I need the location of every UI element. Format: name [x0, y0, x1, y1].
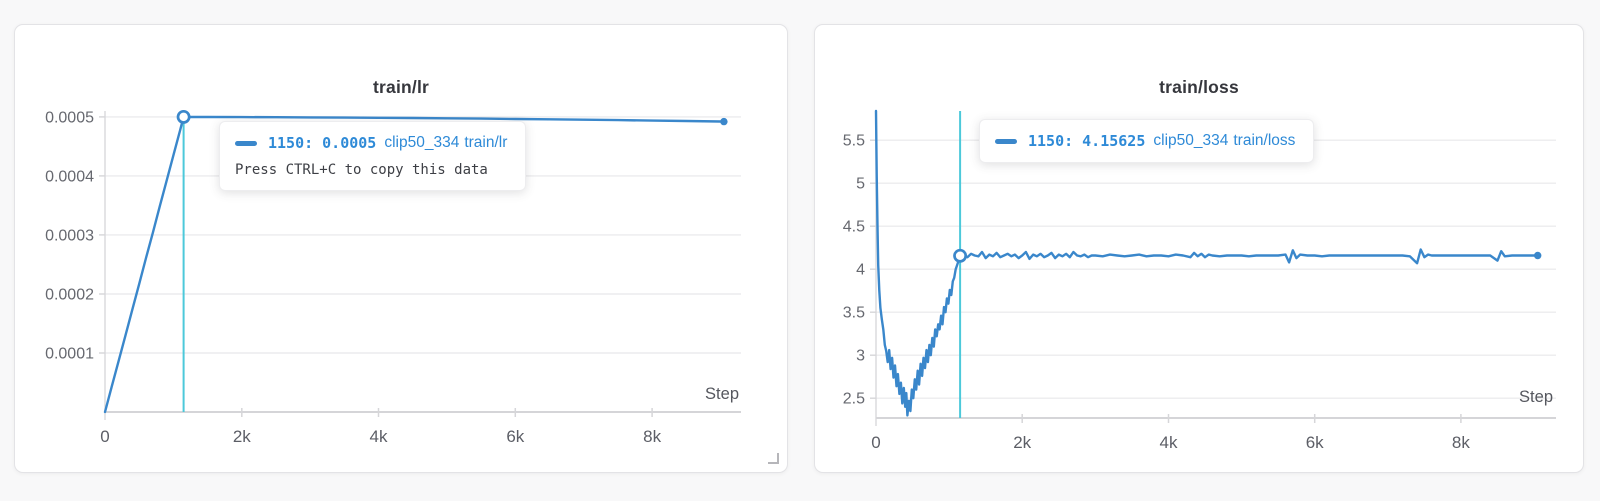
- tooltip-run-name: clip50_334: [384, 134, 460, 151]
- tooltip-value: 4.15625: [1082, 132, 1146, 150]
- tooltip-step: 1150:: [268, 134, 314, 152]
- chart-panel-train-loss: train/loss 2.5 3 3.5 4 4.5 5 5.5 0 2k 4k 6k 8k Step…: [814, 24, 1584, 473]
- svg-text:6k: 6k: [1306, 433, 1324, 452]
- loss-hover-tooltip: 1150: 4.15625 clip50_334 train/loss: [979, 119, 1315, 163]
- svg-text:8k: 8k: [1452, 433, 1470, 452]
- svg-text:4: 4: [856, 262, 865, 279]
- tooltip-step: 1150:: [1028, 132, 1074, 150]
- svg-text:0: 0: [100, 427, 109, 446]
- svg-text:4.5: 4.5: [843, 219, 865, 236]
- tooltip-metric-name: train/lr: [464, 134, 508, 151]
- lr-line-chart[interactable]: 0.0001 0.0002 0.0003 0.0004 0.0005 0 2k 4k 6k 8k: [15, 25, 787, 472]
- tooltip-metric-name: train/loss: [1233, 132, 1296, 149]
- svg-text:0.0003: 0.0003: [45, 227, 94, 244]
- svg-text:2.5: 2.5: [843, 391, 865, 408]
- lr-hover-tooltip: 1150: 0.0005 clip50_334 train/lr Press C…: [219, 121, 527, 191]
- svg-text:8k: 8k: [643, 427, 661, 446]
- plot-area-train-lr[interactable]: 0.0001 0.0002 0.0003 0.0004 0.0005 0 2k 4k 6k 8k …: [15, 25, 787, 472]
- svg-text:0.0005: 0.0005: [45, 109, 94, 126]
- svg-text:2k: 2k: [233, 427, 251, 446]
- svg-text:0.0001: 0.0001: [45, 346, 94, 363]
- svg-text:4k: 4k: [370, 427, 388, 446]
- chart-title-train-loss: train/loss: [1159, 77, 1239, 97]
- tooltip-copy-hint: Press CTRL+C to copy this data: [235, 162, 488, 178]
- svg-text:6k: 6k: [506, 427, 524, 446]
- svg-text:3: 3: [856, 348, 865, 365]
- x-axis-label: Step: [1519, 388, 1553, 406]
- panel-resize-handle[interactable]: [768, 453, 779, 464]
- chart-title-train-lr: train/lr: [372, 77, 430, 97]
- svg-text:4k: 4k: [1160, 433, 1178, 452]
- tooltip-value: 0.0005: [322, 134, 377, 152]
- chart-panel-train-lr: train/lr 0.0001 0.0002 0.0003 0.0004 0.0005 0…: [14, 24, 788, 473]
- x-axis-label: Step: [705, 385, 739, 403]
- series-swatch-icon: [235, 140, 257, 146]
- plot-area-train-loss[interactable]: 2.5 3 3.5 4 4.5 5 5.5 0 2k 4k 6k 8k Step 1150: 4.15…: [815, 25, 1583, 472]
- loss-line-chart[interactable]: 2.5 3 3.5 4 4.5 5 5.5 0 2k 4k 6k 8k: [815, 25, 1583, 472]
- svg-text:0.0004: 0.0004: [45, 168, 94, 185]
- svg-text:2k: 2k: [1013, 433, 1031, 452]
- svg-text:0.0002: 0.0002: [45, 287, 94, 304]
- svg-text:5.5: 5.5: [843, 133, 865, 150]
- svg-text:0: 0: [871, 433, 880, 452]
- svg-text:5: 5: [856, 176, 865, 193]
- tooltip-run-name: clip50_334: [1153, 132, 1229, 149]
- series-swatch-icon: [995, 138, 1017, 144]
- svg-text:3.5: 3.5: [843, 305, 865, 322]
